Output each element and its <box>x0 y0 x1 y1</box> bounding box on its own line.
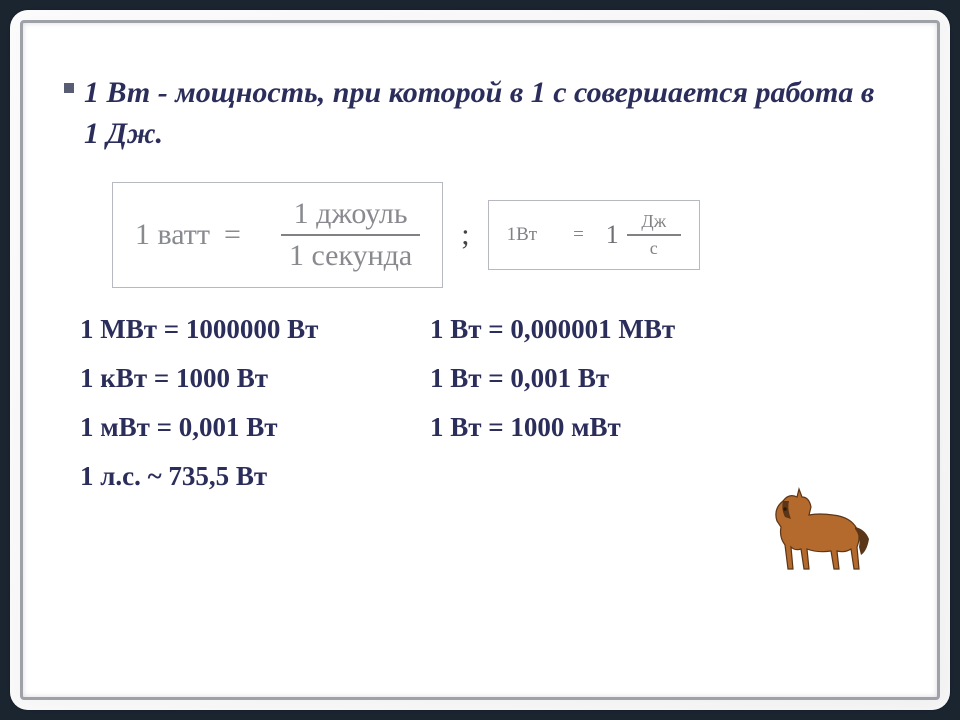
formula-small-eq: = <box>573 224 584 246</box>
conversion-row: 1 мВт = 0,001 Вт 1 Вт = 1000 мВт <box>80 412 882 443</box>
formula-small-one: 1 <box>606 220 619 250</box>
bullet-icon <box>64 83 74 93</box>
heading-row: 1 Вт - мощность, при которой в 1 с совер… <box>84 73 882 154</box>
formula-large-eq: = <box>224 218 241 252</box>
conversion-left: 1 л.с. ~ 735,5 Вт <box>80 461 430 492</box>
formula-large-numerator: 1 джоуль <box>286 197 416 234</box>
conversion-row: 1 МВт = 1000000 Вт 1 Вт = 0,000001 МВт <box>80 314 882 345</box>
conversion-right: 1 Вт = 1000 мВт <box>430 412 621 443</box>
formula-small-lhs: 1Вт <box>507 224 537 246</box>
formula-small-numerator: Дж <box>631 211 676 234</box>
formula-small-denominator: с <box>640 236 668 259</box>
conversion-row: 1 кВт = 1000 Вт 1 Вт = 0,001 Вт <box>80 363 882 394</box>
slide-heading: 1 Вт - мощность, при которой в 1 с совер… <box>84 73 882 154</box>
formula-small-box: 1Вт = 1 Дж с <box>488 200 700 270</box>
slide-content: 1 Вт - мощность, при которой в 1 с совер… <box>20 20 940 700</box>
conversion-left: 1 мВт = 0,001 Вт <box>80 412 430 443</box>
conversion-left: 1 МВт = 1000000 Вт <box>80 314 430 345</box>
formula-large-fraction: 1 джоуль 1 секунда <box>281 197 420 273</box>
horse-icon <box>759 479 879 579</box>
formula-large-box: 1 ватт = 1 джоуль 1 секунда <box>112 182 443 288</box>
formula-large-denominator: 1 секунда <box>281 236 420 273</box>
formula-large-lhs: 1 ватт <box>135 218 210 252</box>
outer-frame: 1 Вт - мощность, при которой в 1 с совер… <box>10 10 950 710</box>
conversion-list: 1 МВт = 1000000 Вт 1 Вт = 0,000001 МВт 1… <box>80 314 882 492</box>
formula-row: 1 ватт = 1 джоуль 1 секунда ; 1Вт = 1 Дж… <box>112 182 882 288</box>
formula-small-fraction: Дж с <box>627 211 681 259</box>
conversion-left: 1 кВт = 1000 Вт <box>80 363 430 394</box>
semicolon: ; <box>461 218 469 252</box>
conversion-right: 1 Вт = 0,001 Вт <box>430 363 609 394</box>
conversion-right: 1 Вт = 0,000001 МВт <box>430 314 675 345</box>
